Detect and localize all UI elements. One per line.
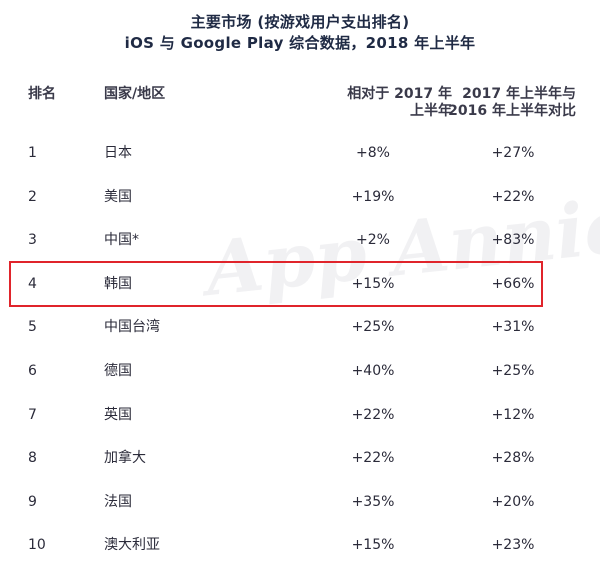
title-line-2: iOS 与 Google Play 综合数据，2018 年上半年 <box>124 34 476 52</box>
compare-cell: +31% <box>491 319 535 336</box>
rank-cell: 6 <box>28 363 37 379</box>
growth-cell: +15% <box>351 275 395 292</box>
table-row: 6 德国 +40% +25% <box>0 349 600 393</box>
country-cell: 加拿大 <box>104 450 146 467</box>
table-row: 8 加拿大 +22% +28% <box>0 436 600 480</box>
table-row: 5 中国台湾 +25% +31% <box>0 305 600 349</box>
rank-cell: 3 <box>28 232 37 249</box>
header-compare: 2017 年上半年与 2016 年上半年对比 <box>432 86 576 120</box>
country-cell: 澳大利亚 <box>104 537 160 554</box>
header-country: 国家/地区 <box>104 86 166 102</box>
country-cell: 中国台湾 <box>104 319 160 336</box>
growth-cell: +8% <box>356 145 390 161</box>
rank-cell: 2 <box>28 188 37 205</box>
table-row: 1 日本 +8% +27% <box>0 131 600 175</box>
table-row: 7 英国 +22% +12% <box>0 393 600 437</box>
header-growth-line-2: 上半年 <box>410 103 452 119</box>
growth-cell: +15% <box>351 537 395 554</box>
country-cell: 韩国 <box>104 275 132 292</box>
rank-cell: 4 <box>28 275 37 292</box>
header-compare-line-1: 2017 年上半年与 <box>462 86 576 102</box>
table-row: 2 美国 +19% +22% <box>0 175 600 219</box>
compare-cell: +23% <box>491 537 535 554</box>
country-cell: 英国 <box>104 406 132 423</box>
table-row: 10 澳大利亚 +15% +23% <box>0 523 600 567</box>
growth-cell: +19% <box>351 188 395 205</box>
rank-cell: 10 <box>28 537 46 554</box>
header-growth-line-1: 相对于 2017 年 <box>347 86 452 102</box>
country-cell: 法国 <box>104 493 132 510</box>
table-row: 4 韩国 +15% +66% <box>0 262 600 306</box>
rank-cell: 1 <box>28 145 37 161</box>
chart-title: 主要市场 (按游戏用户支出排名) iOS 与 Google Play 综合数据，… <box>0 12 600 54</box>
table-row: 9 法国 +35% +20% <box>0 480 600 524</box>
country-cell: 日本 <box>104 145 132 161</box>
title-line-1: 主要市场 (按游戏用户支出排名) <box>190 13 410 31</box>
compare-cell: +83% <box>491 232 535 249</box>
header-rank: 排名 <box>28 86 56 102</box>
header-compare-line-2: 2016 年上半年对比 <box>448 103 576 119</box>
growth-cell: +22% <box>351 406 395 423</box>
compare-cell: +12% <box>491 406 535 423</box>
compare-cell: +22% <box>491 188 535 205</box>
rank-cell: 5 <box>28 319 37 336</box>
growth-cell: +25% <box>351 319 395 336</box>
country-cell: 中国* <box>104 232 139 249</box>
header-growth: 相对于 2017 年 上半年 <box>300 86 452 120</box>
country-cell: 德国 <box>104 363 132 379</box>
compare-cell: +20% <box>491 493 535 510</box>
rank-cell: 9 <box>28 493 37 510</box>
compare-cell: +27% <box>491 145 535 161</box>
growth-cell: +2% <box>356 232 390 249</box>
growth-cell: +40% <box>351 363 395 379</box>
compare-cell: +66% <box>491 275 535 292</box>
rank-cell: 8 <box>28 450 37 467</box>
table-row: 3 中国* +2% +83% <box>0 218 600 262</box>
compare-cell: +25% <box>491 363 535 379</box>
growth-cell: +22% <box>351 450 395 467</box>
country-cell: 美国 <box>104 188 132 205</box>
rank-cell: 7 <box>28 406 37 423</box>
compare-cell: +28% <box>491 450 535 467</box>
growth-cell: +35% <box>351 493 395 510</box>
